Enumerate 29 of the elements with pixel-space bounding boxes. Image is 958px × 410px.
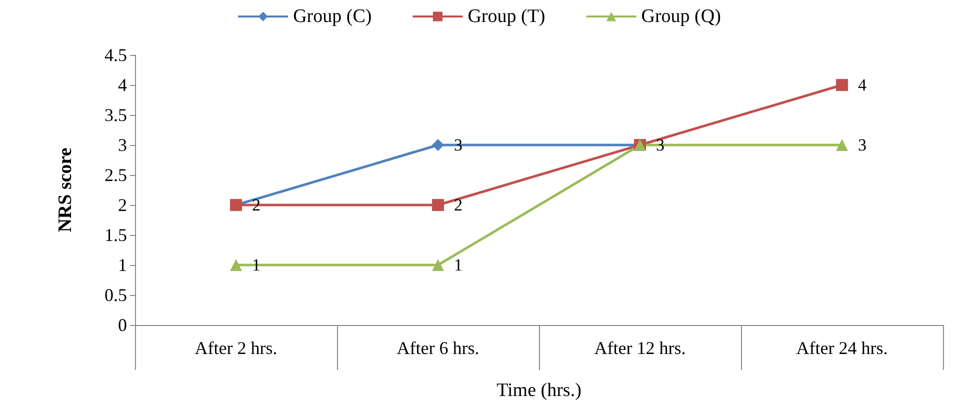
y-tick-label: 0.5: [104, 285, 127, 305]
x-axis-title: Time (hrs.): [496, 380, 582, 401]
x-tick-label: After 24 hrs.: [796, 338, 888, 358]
point: [836, 139, 848, 151]
y-tick-label: 4: [118, 75, 127, 95]
y-tick-label: 1: [118, 255, 127, 275]
data-label: 3: [858, 136, 866, 154]
y-tick-label: 1.5: [104, 225, 127, 245]
point: [836, 79, 848, 91]
point: [432, 139, 444, 151]
y-axis-title: NRS score: [55, 148, 76, 232]
y-tick-label: 3: [118, 135, 127, 155]
y-tick-label: 4.5: [104, 45, 127, 65]
x-tick-label: After 12 hrs.: [594, 338, 686, 358]
legend-label: Group (Q): [641, 6, 721, 27]
legend-label: Group (C): [293, 6, 372, 27]
point: [230, 259, 242, 271]
y-tick-label: 2.5: [104, 165, 127, 185]
data-label: 2: [454, 196, 462, 214]
y-tick-label: 0: [118, 315, 127, 335]
y-tick-label: 3.5: [104, 105, 127, 125]
x-tick-label: After 6 hrs.: [396, 338, 480, 358]
x-tick-label: After 2 hrs.: [194, 338, 278, 358]
point: [432, 259, 444, 271]
point: [432, 199, 444, 211]
data-label: 1: [454, 256, 462, 274]
data-label: 4: [858, 76, 867, 94]
y-tick-label: 2: [118, 195, 127, 215]
legend-label: Group (T): [468, 6, 546, 27]
